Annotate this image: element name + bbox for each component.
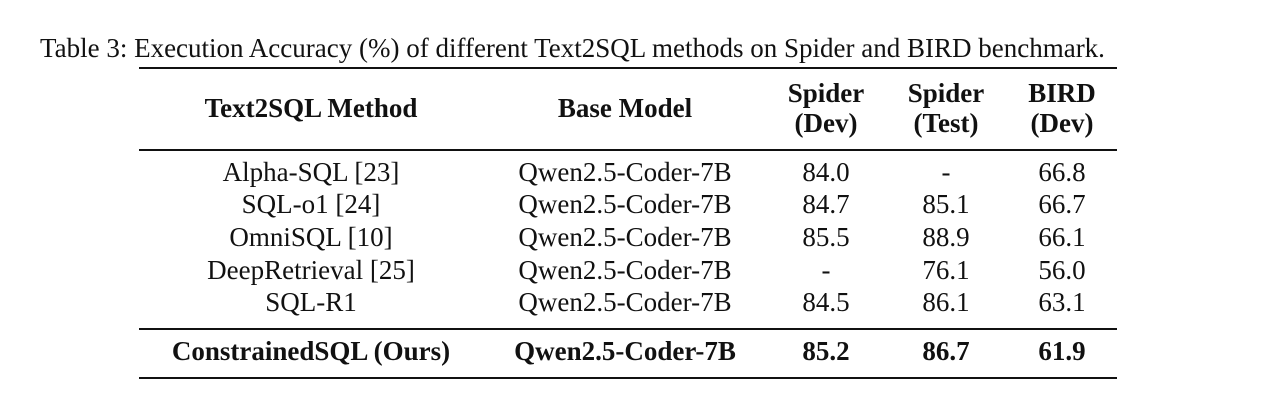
header-rule: [139, 149, 1117, 151]
cell-bird-dev: 61.9: [1038, 336, 1086, 366]
cell-bird-dev: 66.8: [1038, 157, 1086, 187]
header-bird-dev-line2: (Dev): [1030, 108, 1094, 138]
cell-spider-test: 86.7: [922, 336, 970, 366]
cell-bird-dev: 63.1: [1038, 287, 1086, 317]
header-spider-dev-line2: (Dev): [794, 108, 858, 138]
table-caption: Table 3: Execution Accuracy (%) of diffe…: [40, 33, 1105, 63]
cell-spider-dev: 85.2: [802, 336, 850, 366]
cell-spider-test: 85.1: [922, 189, 970, 219]
header-spider-test-line1: Spider: [907, 78, 985, 108]
cell-spider-test: 76.1: [922, 255, 970, 285]
header-base-model: Base Model: [557, 93, 693, 123]
cell-method: Alpha-SQL [23]: [222, 157, 400, 187]
cell-method: DeepRetrieval [25]: [207, 255, 415, 285]
cell-spider-test: 88.9: [922, 222, 970, 252]
cell-base-model: Qwen2.5-Coder-7B: [518, 255, 732, 285]
header-bird-dev: BIRD (Dev): [1008, 78, 1116, 138]
cell-base-model: Qwen2.5-Coder-7B: [518, 189, 732, 219]
cell-method: SQL-R1: [265, 287, 357, 317]
cell-method: ConstrainedSQL (Ours): [171, 336, 451, 366]
header-spider-dev: Spider (Dev): [768, 78, 884, 138]
cell-spider-test: -: [941, 157, 951, 187]
bottom-rule: [139, 377, 1117, 379]
cell-base-model: Qwen2.5-Coder-7B: [514, 336, 736, 366]
header-spider-test-line2: (Test): [913, 108, 979, 138]
cell-bird-dev: 66.1: [1038, 222, 1086, 252]
cell-spider-dev: 84.5: [802, 287, 850, 317]
header-spider-dev-line1: Spider: [787, 78, 865, 108]
cell-method: OmniSQL [10]: [229, 222, 393, 252]
header-spider-test: Spider (Test): [884, 78, 1008, 138]
top-rule: [139, 67, 1117, 69]
ours-rule: [139, 328, 1117, 330]
cell-spider-dev: 85.5: [802, 222, 850, 252]
cell-spider-dev: 84.7: [802, 189, 850, 219]
cell-base-model: Qwen2.5-Coder-7B: [518, 157, 732, 187]
header-method: Text2SQL Method: [204, 93, 418, 123]
cell-method: SQL-o1 [24]: [241, 189, 381, 219]
cell-base-model: Qwen2.5-Coder-7B: [518, 287, 732, 317]
cell-bird-dev: 66.7: [1038, 189, 1086, 219]
header-bird-dev-line1: BIRD: [1028, 78, 1096, 108]
cell-spider-dev: 84.0: [802, 157, 850, 187]
cell-spider-dev: -: [821, 255, 831, 285]
cell-spider-test: 86.1: [922, 287, 970, 317]
cell-base-model: Qwen2.5-Coder-7B: [518, 222, 732, 252]
cell-bird-dev: 56.0: [1038, 255, 1086, 285]
